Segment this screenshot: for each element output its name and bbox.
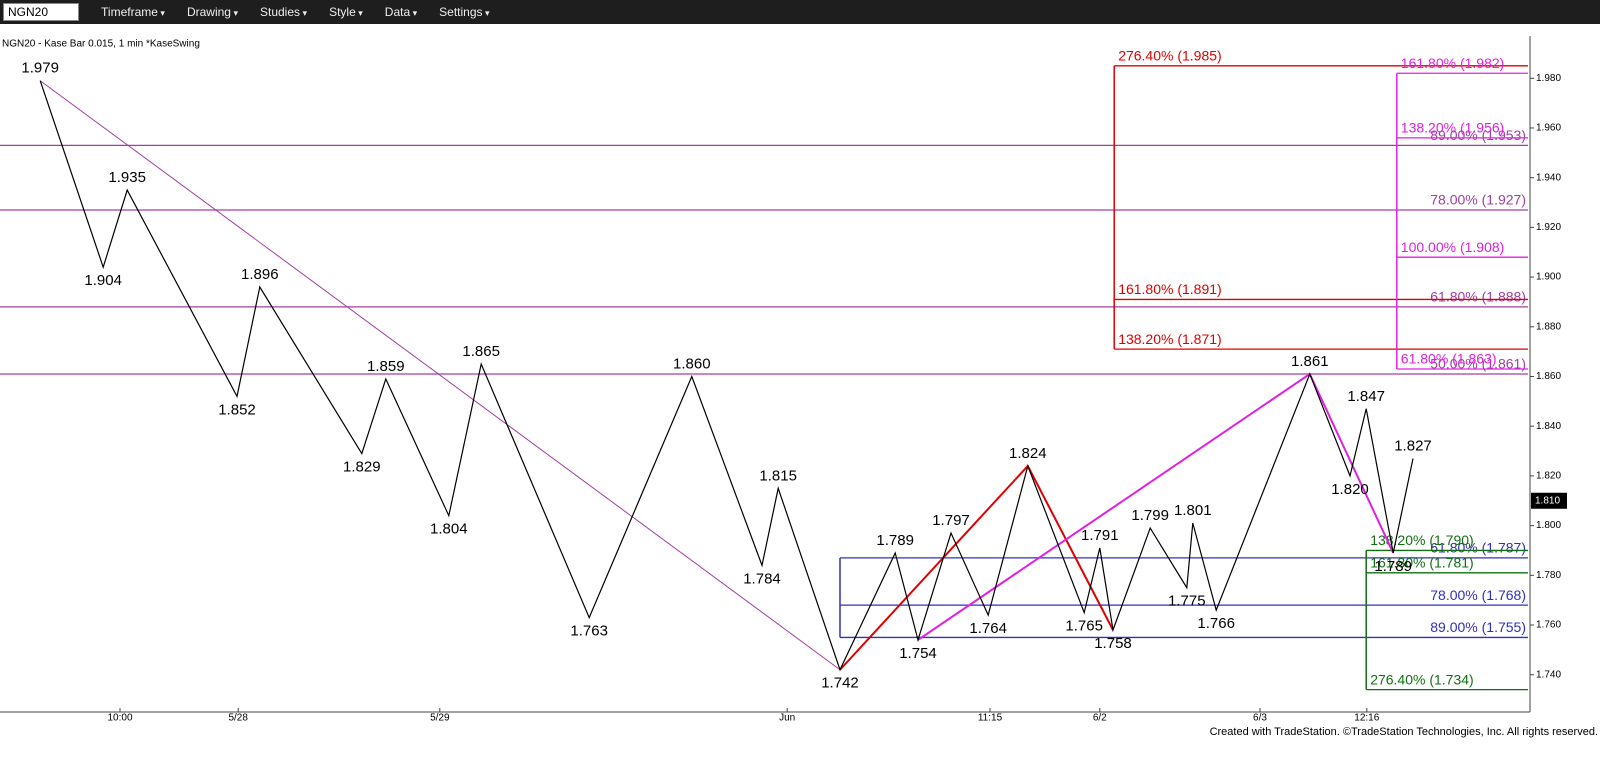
swing-label: 1.784 (743, 570, 781, 587)
swing-label: 1.765 (1065, 618, 1103, 635)
swing-label: 1.815 (759, 467, 797, 484)
swing-label: 1.789 (876, 532, 914, 549)
menu-item[interactable]: Drawing (187, 5, 238, 19)
swing-label: 1.742 (821, 675, 859, 692)
chart-title: NGN20 - Kase Bar 0.015, 1 min *KaseSwing (2, 39, 200, 50)
level-label: 276.40% (1.734) (1370, 671, 1474, 687)
swing-label: 1.799 (1131, 507, 1169, 524)
swing-label: 1.791 (1081, 527, 1119, 544)
swing-label: 1.801 (1174, 502, 1212, 519)
menu-item[interactable]: Studies (260, 5, 307, 19)
y-tick-label: 1.980 (1536, 73, 1561, 84)
y-tick-label: 1.840 (1536, 421, 1561, 432)
swing-label: 1.860 (673, 355, 711, 372)
x-tick-label: 6/3 (1253, 713, 1267, 724)
y-tick-label: 1.800 (1536, 520, 1561, 531)
swing-label: 1.820 (1331, 481, 1369, 498)
y-tick-label: 1.780 (1536, 570, 1561, 581)
level-label: 138.20% (1.956) (1401, 120, 1505, 136)
swing-label: 1.789 (1374, 558, 1412, 575)
swing-label: 1.861 (1291, 353, 1329, 370)
swing-label: 1.935 (108, 169, 146, 186)
y-tick-label: 1.760 (1536, 620, 1561, 631)
x-tick-label: 12:16 (1354, 713, 1379, 724)
swing-label: 1.797 (932, 512, 970, 529)
level-label: 61.80% (1.888) (1430, 289, 1526, 305)
level-label: 161.80% (1.982) (1401, 55, 1505, 71)
level-label: 78.00% (1.927) (1430, 192, 1526, 208)
y-tick-label: 1.740 (1536, 669, 1561, 680)
menu-item[interactable]: Settings (439, 5, 489, 19)
level-label: 100.00% (1.908) (1401, 239, 1505, 255)
swing-label: 1.764 (969, 620, 1007, 637)
swing-label: 1.827 (1394, 437, 1432, 454)
level-label: 61.80% (1.863) (1401, 351, 1497, 367)
menu-item[interactable]: Data (385, 5, 417, 19)
y-tick-label: 1.880 (1536, 321, 1561, 332)
menu-item[interactable]: Timeframe (101, 5, 165, 19)
swing-label: 1.904 (84, 272, 122, 289)
level-label: 276.40% (1.985) (1118, 48, 1222, 64)
last-price-box (1531, 492, 1567, 509)
swing-label: 1.758 (1094, 635, 1132, 652)
last-price-label: 1.810 (1535, 495, 1560, 506)
overlay-line (39, 80, 841, 671)
x-tick-label: Jun (779, 713, 795, 724)
x-tick-label: 5/29 (430, 713, 450, 724)
swing-label: 1.804 (430, 521, 468, 538)
level-label: 61.80% (1.787) (1430, 540, 1526, 556)
swing-label: 1.775 (1168, 593, 1206, 610)
y-tick-label: 1.960 (1536, 123, 1561, 134)
swing-label: 1.763 (570, 623, 608, 640)
swing-label: 1.979 (21, 60, 59, 77)
level-label: 138.20% (1.790) (1370, 532, 1474, 548)
level-label: 138.20% (1.871) (1118, 331, 1222, 347)
level-label: 50.00% (1.861) (1430, 356, 1526, 372)
chart: NGN20 - Kase Bar 0.015, 1 min *KaseSwing… (0, 36, 1598, 738)
y-tick-label: 1.860 (1536, 371, 1561, 382)
swing-label: 1.824 (1009, 445, 1047, 462)
swing-label: 1.859 (367, 358, 405, 375)
swing-label: 1.852 (218, 401, 256, 418)
page: NGN20 Timeframe Drawing Studies Style Da… (0, 0, 1600, 741)
level-label: 78.00% (1.768) (1430, 587, 1526, 603)
swing-label: 1.766 (1197, 615, 1235, 632)
level-label: 89.00% (1.953) (1430, 127, 1526, 143)
swing-line (39, 80, 1414, 672)
footer: Created with TradeStation. ©TradeStation… (1210, 726, 1598, 738)
y-tick-label: 1.920 (1536, 222, 1561, 233)
swing-label: 1.865 (462, 343, 500, 360)
y-tick-label: 1.820 (1536, 471, 1561, 482)
swing-label: 1.754 (899, 645, 937, 662)
toolbar: NGN20 Timeframe Drawing Studies Style Da… (0, 0, 1600, 24)
level-label: 161.80% (1.781) (1370, 555, 1474, 571)
y-tick-label: 1.940 (1536, 172, 1561, 183)
x-tick-label: 11:15 (978, 713, 1003, 724)
level-label: 89.00% (1.755) (1430, 619, 1526, 635)
menu-item[interactable]: Style (329, 5, 363, 19)
symbol-box[interactable]: NGN20 (3, 3, 80, 21)
y-tick-label: 1.900 (1536, 272, 1561, 283)
x-tick-label: 6/2 (1093, 713, 1107, 724)
level-label: 161.80% (1.891) (1118, 281, 1222, 297)
x-tick-label: 5/28 (228, 713, 248, 724)
swing-label: 1.896 (241, 266, 279, 283)
overlay-line (839, 464, 1114, 671)
x-tick-label: 10:00 (107, 713, 132, 724)
swing-label: 1.847 (1347, 388, 1385, 405)
swing-label: 1.829 (343, 458, 381, 475)
